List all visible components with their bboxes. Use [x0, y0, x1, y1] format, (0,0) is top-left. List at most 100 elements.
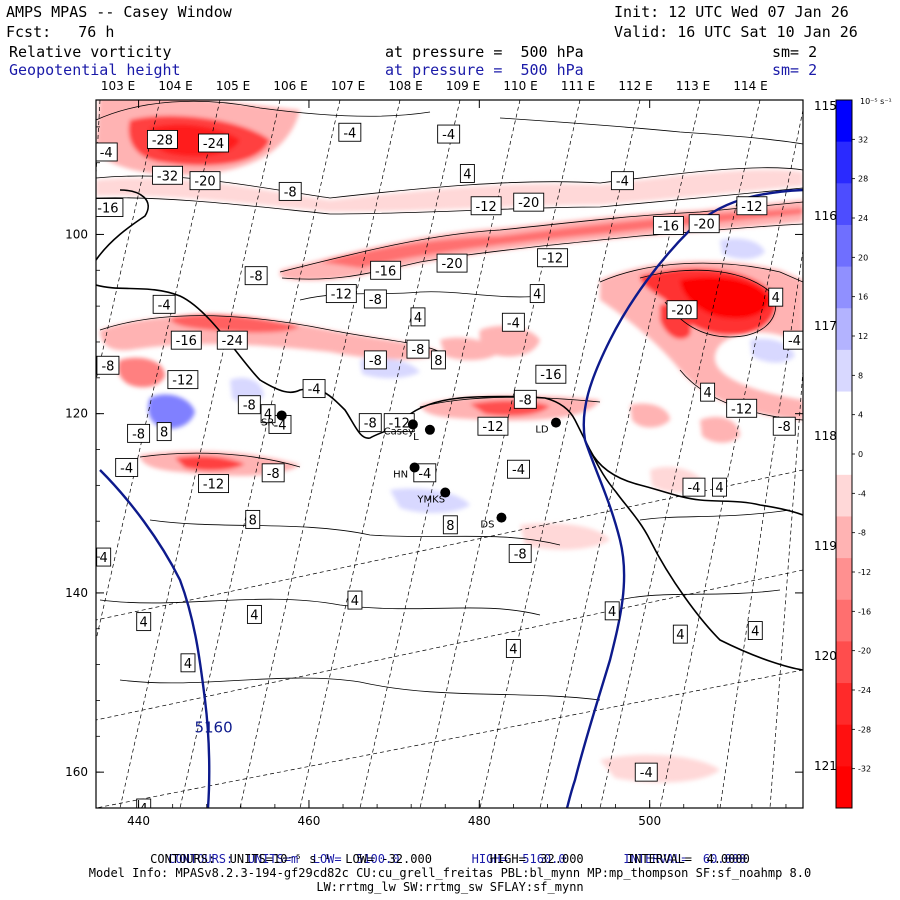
shade-blob-h [600, 754, 720, 783]
vorticity-label-text: -4 [512, 463, 525, 478]
x-axis: 440 460 480 500 [127, 100, 787, 828]
vorticity-label-box [167, 370, 199, 390]
vorticity-label-text: -8 [411, 343, 424, 358]
vorticity-label-box [688, 214, 720, 234]
vorticity-contour-label: -8 [358, 413, 382, 433]
station-marker: YMKS [416, 487, 451, 506]
vorticity-label-text: -4 [442, 128, 455, 143]
vorticity-contour-label: 4 [246, 604, 262, 624]
station-marker: HN [393, 462, 420, 480]
vorticity-label-text: -12 [331, 288, 352, 303]
colorbar-swatch [836, 474, 852, 517]
vorticity-label-text: -4 [687, 481, 700, 496]
colorbar-swatch [836, 433, 852, 476]
vorticity-label-box [610, 171, 634, 191]
colorbar-level-label: 28 [858, 175, 868, 184]
plot-area: -28 -24-32 -20-16-4-8-4 -44-12 -20-4-12-16 -2… [96, 100, 803, 808]
colorbar-unit-label: 10⁻⁵ s⁻¹ [860, 97, 892, 106]
vorticity-label-text: -16 [176, 334, 197, 349]
vorticity-label-box [437, 124, 461, 144]
station-name: SR [261, 417, 274, 428]
vorticity-contour-label: -4 [115, 457, 139, 477]
vorticity-contour-label: -8 [127, 423, 151, 443]
colorbar-level-label: 24 [858, 214, 868, 223]
colorbar-swatch [836, 266, 852, 309]
colorbar-level-label: -12 [858, 568, 871, 577]
shade-blob-g [520, 523, 610, 550]
vorticity-label-text: -28 [152, 133, 173, 148]
vorticity-label-text: 4 [414, 311, 422, 326]
vorticity-contour-label: -8 [406, 339, 430, 359]
vorticity-label-box [459, 164, 475, 183]
vorticity-label-text: -8 [778, 420, 791, 435]
station-dot [440, 487, 451, 498]
vorticity-label-box [198, 133, 229, 153]
vorticity-contour-label: -12 [383, 413, 415, 433]
colorbar-swatch [836, 766, 852, 809]
colorbar-level-label: 0 [858, 450, 863, 459]
y-tick-label: 120 [65, 407, 88, 421]
vorticity-contour-label: -12 [477, 416, 509, 436]
colorbar-level-label: 4 [858, 411, 863, 420]
vorticity-label-box [535, 364, 567, 384]
vorticity-label-box [783, 330, 803, 350]
top-lon-label: 105 E [216, 79, 250, 93]
vorticity-label-text: -12 [389, 417, 410, 432]
vorticity-label-text: -12 [203, 478, 224, 493]
y-axis: 100 120 140 160 [65, 126, 803, 809]
top-longitude-labels: 103 E 104 E 105 E 106 E 107 E 108 E 109 E 110 E… [101, 79, 768, 93]
vorticity-label-box [246, 604, 262, 624]
shade-south-band-core [175, 456, 245, 471]
contour-line-7 [639, 269, 777, 338]
forecast-hour: Fcst: 76 h [6, 23, 115, 41]
vorticity-label-text: 4 [509, 642, 517, 657]
top-lon-label: 108 E [388, 79, 422, 93]
vorticity-label-text: 4 [140, 616, 148, 631]
vorticity-label-box [358, 413, 382, 433]
shade-band-west [100, 315, 440, 360]
footer-height-contour-info: CONTOURS: UNITS=m LOW= 5100.0 HIGH= 5160… [0, 838, 900, 866]
vorticity-label-box [96, 355, 120, 375]
vorticity-label-text: -4 [158, 298, 171, 313]
field1-name: Relative vorticity [9, 43, 172, 61]
colorbar-swatch [836, 641, 852, 684]
vorticity-label-box [768, 287, 784, 307]
vorticity-contour-label: -8 [244, 266, 268, 286]
vorticity-label-text: 4 [250, 608, 258, 623]
vorticity-label-text: -4 [616, 175, 629, 190]
vorticity-label-box [136, 798, 152, 808]
vorticity-contour-label: -20 [666, 300, 698, 320]
field1-smoothing: sm= 2 [772, 43, 818, 61]
vorticity-contour-label: -8 [513, 389, 537, 409]
colorbar-swatch [836, 183, 852, 226]
lon-grid-110 [359, 100, 521, 808]
vorticity-label-box [666, 300, 698, 320]
vorticity-contour-label: -8 [96, 355, 120, 375]
x-tick-label: 480 [468, 814, 491, 828]
vorticity-label-text: -8 [514, 547, 527, 562]
colorbar-swatch [836, 391, 852, 434]
vorticity-label-text: -12 [476, 200, 497, 215]
vorticity-label-text: -12 [542, 252, 563, 267]
vorticity-label-text: 8 [249, 513, 257, 528]
colorbar-swatch [836, 599, 852, 642]
vorticity-label-text: -8 [519, 393, 532, 408]
station-name: L [413, 432, 419, 443]
vorticity-label-text: 4 [533, 288, 541, 303]
x-tick-label: 440 [127, 814, 150, 828]
vorticity-label-text: 4 [184, 657, 192, 672]
station-name: HN [393, 469, 408, 480]
footer-height-high: HIGH= 5160.0 [471, 852, 566, 866]
colorbar-level-label: -4 [858, 489, 866, 498]
lon-grid-112 [479, 100, 641, 808]
vorticity-label-text: -12 [172, 374, 193, 389]
colorbar-swatch [836, 724, 852, 767]
vorticity-label-text: -32 [157, 169, 178, 184]
vorticity-label-box [406, 339, 430, 359]
contour-line-14 [99, 598, 541, 616]
vorticity-contour-label: -12 [726, 398, 758, 418]
station-name: YMKS [416, 495, 445, 506]
vorticity-label-text: 8 [434, 354, 442, 369]
vorticity-label-box [634, 762, 658, 782]
x-tick-label: 460 [297, 814, 320, 828]
